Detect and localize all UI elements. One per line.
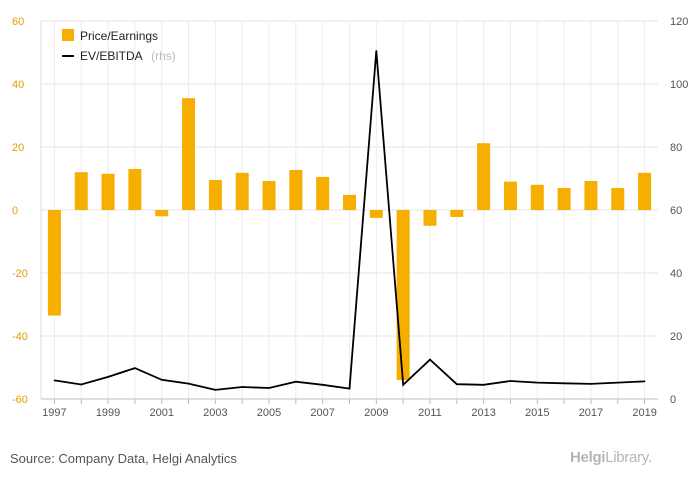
bar-2012 [450,210,464,217]
legend-label-price-earnings: Price/Earnings [80,29,158,43]
bar-2010 [396,210,410,381]
line-series [53,50,646,391]
bar-2000 [128,169,142,210]
legend-swatch-price-earnings [62,29,74,41]
point-2006 [295,380,297,383]
x-tick-label: 2005 [257,407,281,419]
y-right-tick-label: 80 [670,142,682,154]
bar-2002 [182,98,196,210]
logo-light: Library. [605,449,652,466]
y-left-tick-label: -60 [12,394,28,406]
x-tick-label: 2015 [525,407,549,419]
source-note: Source: Company Data, Helgi Analytics [10,451,237,466]
x-tick-label: 2013 [471,407,495,419]
point-1998 [80,383,83,386]
x-tick-label: 2001 [149,407,173,419]
x-tick-label: 2007 [310,407,334,419]
bar-2013 [477,143,491,210]
point-1999 [107,376,109,378]
helgi-library-logo: HelgiLibrary. [570,449,652,466]
bar-2017 [584,181,598,210]
bar-2001 [155,210,169,217]
point-2000 [134,367,136,369]
bar-1997 [47,210,61,316]
bar-2009 [369,210,383,218]
point-2008 [348,387,351,390]
bar-2019 [638,172,652,210]
x-tick-label: 2019 [632,407,656,419]
point-2016 [563,382,565,385]
point-2019 [643,380,646,383]
legend-label-ev-ebitda: EV/EBITDA [80,49,143,63]
bar-2015 [530,184,544,210]
bar-2007 [316,176,330,210]
point-2018 [616,381,619,384]
bar-2006 [289,169,303,210]
y-right-tick-label: 100 [670,79,688,91]
legend: Price/Earnings EV/EBITDA (rhs) [62,29,176,64]
point-2012 [456,383,458,385]
point-2003 [214,389,217,391]
point-2010 [402,384,404,386]
point-2004 [241,386,243,388]
chart: 60 40 20 0 -20 -40 -60 120 100 80 60 40 20 0 1997 1999 2… [12,16,688,419]
y-right-tick-label: 20 [670,331,682,343]
point-2009 [375,50,378,52]
point-2002 [187,382,190,385]
logo-bold: Helgi [570,449,606,466]
point-2007 [321,384,324,386]
x-tick-label: 2017 [579,407,603,419]
y-right-tick-label: 0 [670,394,676,406]
x-tick-label: 1997 [42,407,66,419]
x-tick-label: 2009 [364,407,388,419]
point-2005 [268,387,270,389]
bar-1999 [101,173,115,210]
bar-2003 [208,180,222,210]
point-2015 [536,381,539,384]
point-2014 [509,380,512,382]
point-1997 [53,379,56,382]
y-left-tick-label: -40 [12,331,28,343]
legend-rhs-note: (rhs) [151,49,176,63]
y-left-tick-label: 0 [12,205,18,217]
bar-2004 [235,172,249,210]
axes: 60 40 20 0 -20 -40 -60 120 100 80 60 40 20 0 1997 1999 2… [12,16,688,419]
x-tick-label: 2011 [418,407,442,419]
point-2017 [590,383,592,385]
point-2013 [482,384,485,386]
y-left-tick-label: 20 [12,142,24,154]
svg-text:EV/EBITDA (rhs): EV/EBITDA (rhs) [80,47,176,64]
bars [47,98,652,381]
bar-2016 [557,187,571,210]
point-2001 [160,378,163,381]
bar-2018 [611,187,625,210]
point-2011 [429,358,431,361]
x-tick-label: 2003 [203,407,227,419]
bar-2008 [343,194,356,210]
y-right-tick-label: 40 [670,268,682,280]
y-left-tick-label: 60 [12,16,24,28]
y-right-tick-label: 60 [670,205,682,217]
y-right-tick-label: 120 [670,16,688,28]
bar-2011 [423,210,437,226]
x-tick-label: 1999 [96,407,120,419]
y-left-tick-label: -20 [12,268,28,280]
y-left-tick-label: 40 [12,79,24,91]
bar-1998 [74,172,88,210]
bar-2014 [503,181,517,210]
bar-2005 [262,181,276,210]
